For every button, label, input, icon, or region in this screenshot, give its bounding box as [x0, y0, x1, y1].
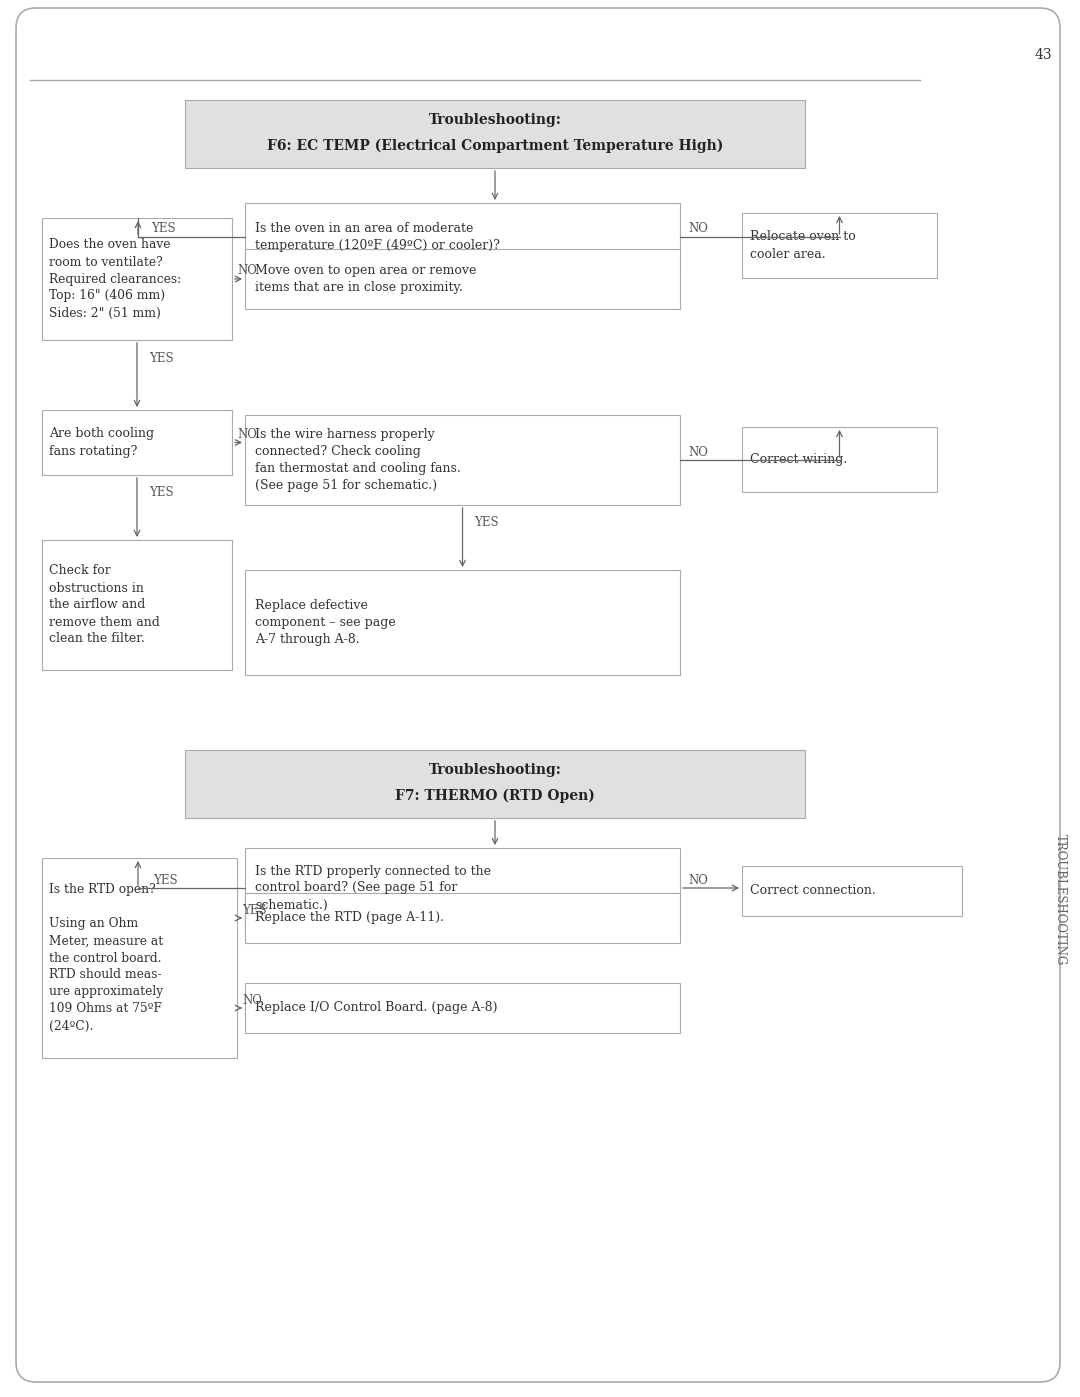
Text: Relocate oven to
cooler area.: Relocate oven to cooler area. [750, 231, 855, 260]
Text: Is the RTD open?

Using an Ohm
Meter, measure at
the control board.
RTD should m: Is the RTD open? Using an Ohm Meter, mea… [49, 883, 163, 1032]
Text: Replace I/O Control Board. (page A-8): Replace I/O Control Board. (page A-8) [255, 1002, 498, 1014]
Bar [245, 983, 680, 1032]
Text: Replace the RTD (page A-11).: Replace the RTD (page A-11). [255, 911, 444, 925]
Text: 43: 43 [1035, 47, 1052, 61]
Text: YES: YES [151, 222, 175, 236]
Bar [742, 427, 937, 492]
Text: F7: THERMO (RTD Open): F7: THERMO (RTD Open) [395, 789, 595, 803]
Text: Is the oven in an area of moderate
temperature (120ºF (49ºC) or cooler)?: Is the oven in an area of moderate tempe… [255, 222, 500, 251]
Text: Is the RTD properly connected to the
control board? (See page 51 for
schematic.): Is the RTD properly connected to the con… [255, 865, 491, 911]
Text: Does the oven have
room to ventilate?
Required clearances:
Top: 16" (406 mm)
Sid: Does the oven have room to ventilate? Re… [49, 239, 181, 320]
Text: TROUBLESHOOTING: TROUBLESHOOTING [1053, 834, 1067, 965]
Text: Correct wiring.: Correct wiring. [750, 453, 847, 467]
Bar [245, 203, 680, 271]
Text: NO: NO [242, 993, 261, 1006]
Text: Troubleshooting:: Troubleshooting: [429, 113, 562, 127]
FancyBboxPatch shape [16, 8, 1059, 1382]
Text: Replace defective
component – see page
A-7 through A-8.: Replace defective component – see page A… [255, 599, 395, 645]
Bar [742, 212, 937, 278]
Text: Move oven to open area or remove
items that are in close proximity.: Move oven to open area or remove items t… [255, 264, 476, 293]
Text: Troubleshooting:: Troubleshooting: [429, 763, 562, 777]
Text: YES: YES [242, 904, 267, 916]
Bar [185, 101, 805, 168]
Text: Check for
obstructions in
the airflow and
remove them and
clean the filter.: Check for obstructions in the airflow an… [49, 564, 160, 645]
Text: F6: EC TEMP (Electrical Compartment Temperature High): F6: EC TEMP (Electrical Compartment Temp… [267, 140, 724, 154]
Text: NO: NO [688, 446, 707, 458]
Bar [42, 541, 232, 671]
Bar [245, 570, 680, 675]
Text: NO: NO [688, 873, 707, 887]
Bar [245, 893, 680, 943]
Bar [42, 218, 232, 339]
Text: YES: YES [149, 352, 174, 365]
Text: NO: NO [688, 222, 707, 236]
Text: Correct connection.: Correct connection. [750, 884, 876, 897]
Bar [245, 415, 680, 504]
Text: NO: NO [237, 264, 257, 278]
Bar [245, 848, 680, 928]
Bar [742, 866, 962, 916]
Bar [42, 409, 232, 475]
Text: Are both cooling
fans rotating?: Are both cooling fans rotating? [49, 427, 154, 457]
Text: YES: YES [149, 486, 174, 500]
Text: YES: YES [152, 873, 177, 887]
Bar [185, 750, 805, 819]
Text: YES: YES [474, 517, 499, 529]
Bar [245, 249, 680, 309]
Text: Is the wire harness properly
connected? Check cooling
fan thermostat and cooling: Is the wire harness properly connected? … [255, 427, 461, 492]
Text: NO: NO [237, 427, 257, 441]
Bar [42, 858, 237, 1058]
